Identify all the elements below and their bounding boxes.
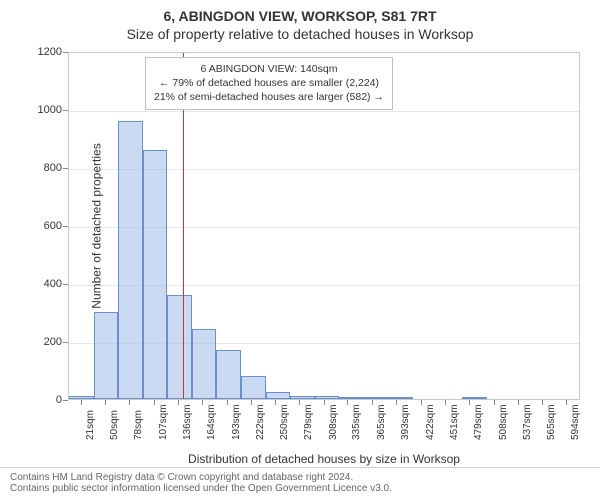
x-tick-mark <box>299 400 300 405</box>
x-tick-label: 279sqm <box>303 404 314 440</box>
page-title: 6, ABINGDON VIEW, WORKSOP, S81 7RT <box>0 0 600 24</box>
x-tick-mark <box>445 400 446 405</box>
chart-container: { "title_line_1": "6, ABINGDON VIEW, WOR… <box>0 0 600 500</box>
x-tick-mark <box>178 400 179 405</box>
x-tick-mark <box>105 400 106 405</box>
x-tick-label: 222sqm <box>255 404 266 440</box>
x-tick-mark <box>396 400 397 405</box>
callout-line-1: 6 ABINGDON VIEW: 140sqm <box>154 62 384 76</box>
x-tick-mark <box>566 400 567 405</box>
x-tick-mark <box>251 400 252 405</box>
x-tick-label: 451sqm <box>449 404 460 440</box>
x-tick-mark <box>227 400 228 405</box>
y-tick-label: 0 <box>56 394 62 406</box>
x-tick-label: 508sqm <box>498 404 509 440</box>
x-tick-mark <box>202 400 203 405</box>
bar <box>167 295 192 399</box>
x-tick-label: 365sqm <box>376 404 387 440</box>
y-tick-mark <box>63 400 68 401</box>
bar <box>462 397 487 399</box>
y-tick-mark <box>63 52 68 53</box>
x-tick-mark <box>324 400 325 405</box>
y-tick-label: 200 <box>44 336 62 348</box>
bar <box>241 376 266 399</box>
bar <box>192 329 217 399</box>
bar <box>364 397 389 399</box>
callout-box: 6 ABINGDON VIEW: 140sqm ← 79% of detache… <box>145 57 393 110</box>
bar <box>339 397 364 399</box>
y-tick-mark <box>63 226 68 227</box>
bar <box>118 121 143 399</box>
y-tick-mark <box>63 284 68 285</box>
x-tick-label: 393sqm <box>400 404 411 440</box>
x-tick-label: 537sqm <box>522 404 533 440</box>
x-tick-label: 594sqm <box>570 404 581 440</box>
x-tick-label: 164sqm <box>206 404 217 440</box>
bar <box>94 312 119 399</box>
footer-line-1: Contains HM Land Registry data © Crown c… <box>10 472 590 483</box>
y-tick-label: 600 <box>44 220 62 232</box>
x-tick-mark <box>542 400 543 405</box>
x-tick-mark <box>469 400 470 405</box>
x-tick-mark <box>494 400 495 405</box>
y-tick-mark <box>63 168 68 169</box>
bar <box>290 396 315 399</box>
chart-area: 6 ABINGDON VIEW: 140sqm ← 79% of detache… <box>68 52 580 400</box>
x-tick-mark <box>129 400 130 405</box>
y-tick-mark <box>63 342 68 343</box>
y-tick-label: 400 <box>44 278 62 290</box>
x-tick-mark <box>275 400 276 405</box>
footer: Contains HM Land Registry data © Crown c… <box>0 467 600 500</box>
x-tick-label: 422sqm <box>425 404 436 440</box>
callout-line-3: 21% of semi-detached houses are larger (… <box>154 90 384 104</box>
x-tick-label: 107sqm <box>158 404 169 440</box>
callout-line-2: ← 79% of detached houses are smaller (2,… <box>154 76 384 90</box>
x-axis-label: Distribution of detached houses by size … <box>68 452 580 466</box>
x-tick-mark <box>154 400 155 405</box>
y-tick-label: 1200 <box>38 46 62 58</box>
plot-region: 6 ABINGDON VIEW: 140sqm ← 79% of detache… <box>68 52 580 400</box>
bar <box>266 392 291 399</box>
y-tick-mark <box>63 110 68 111</box>
x-tick-label: 136sqm <box>182 404 193 440</box>
bar <box>143 150 168 399</box>
bar <box>389 397 414 399</box>
x-tick-label: 565sqm <box>546 404 557 440</box>
y-axis-label: Number of detached properties <box>90 143 104 308</box>
page-subtitle: Size of property relative to detached ho… <box>0 24 600 42</box>
footer-line-2: Contains public sector information licen… <box>10 483 590 494</box>
bar <box>69 396 94 399</box>
bar <box>216 350 241 399</box>
x-tick-mark <box>347 400 348 405</box>
y-tick-label: 800 <box>44 162 62 174</box>
x-tick-label: 78sqm <box>133 410 144 440</box>
x-tick-mark <box>518 400 519 405</box>
y-tick-label: 1000 <box>38 104 62 116</box>
x-tick-label: 250sqm <box>279 404 290 440</box>
x-tick-label: 21sqm <box>85 410 96 440</box>
x-tick-mark <box>372 400 373 405</box>
x-tick-label: 193sqm <box>231 404 242 440</box>
x-tick-mark <box>421 400 422 405</box>
x-tick-label: 479sqm <box>473 404 484 440</box>
x-tick-label: 308sqm <box>328 404 339 440</box>
bar <box>315 396 340 399</box>
x-tick-label: 50sqm <box>109 410 120 440</box>
x-tick-mark <box>81 400 82 405</box>
x-tick-label: 335sqm <box>351 404 362 440</box>
